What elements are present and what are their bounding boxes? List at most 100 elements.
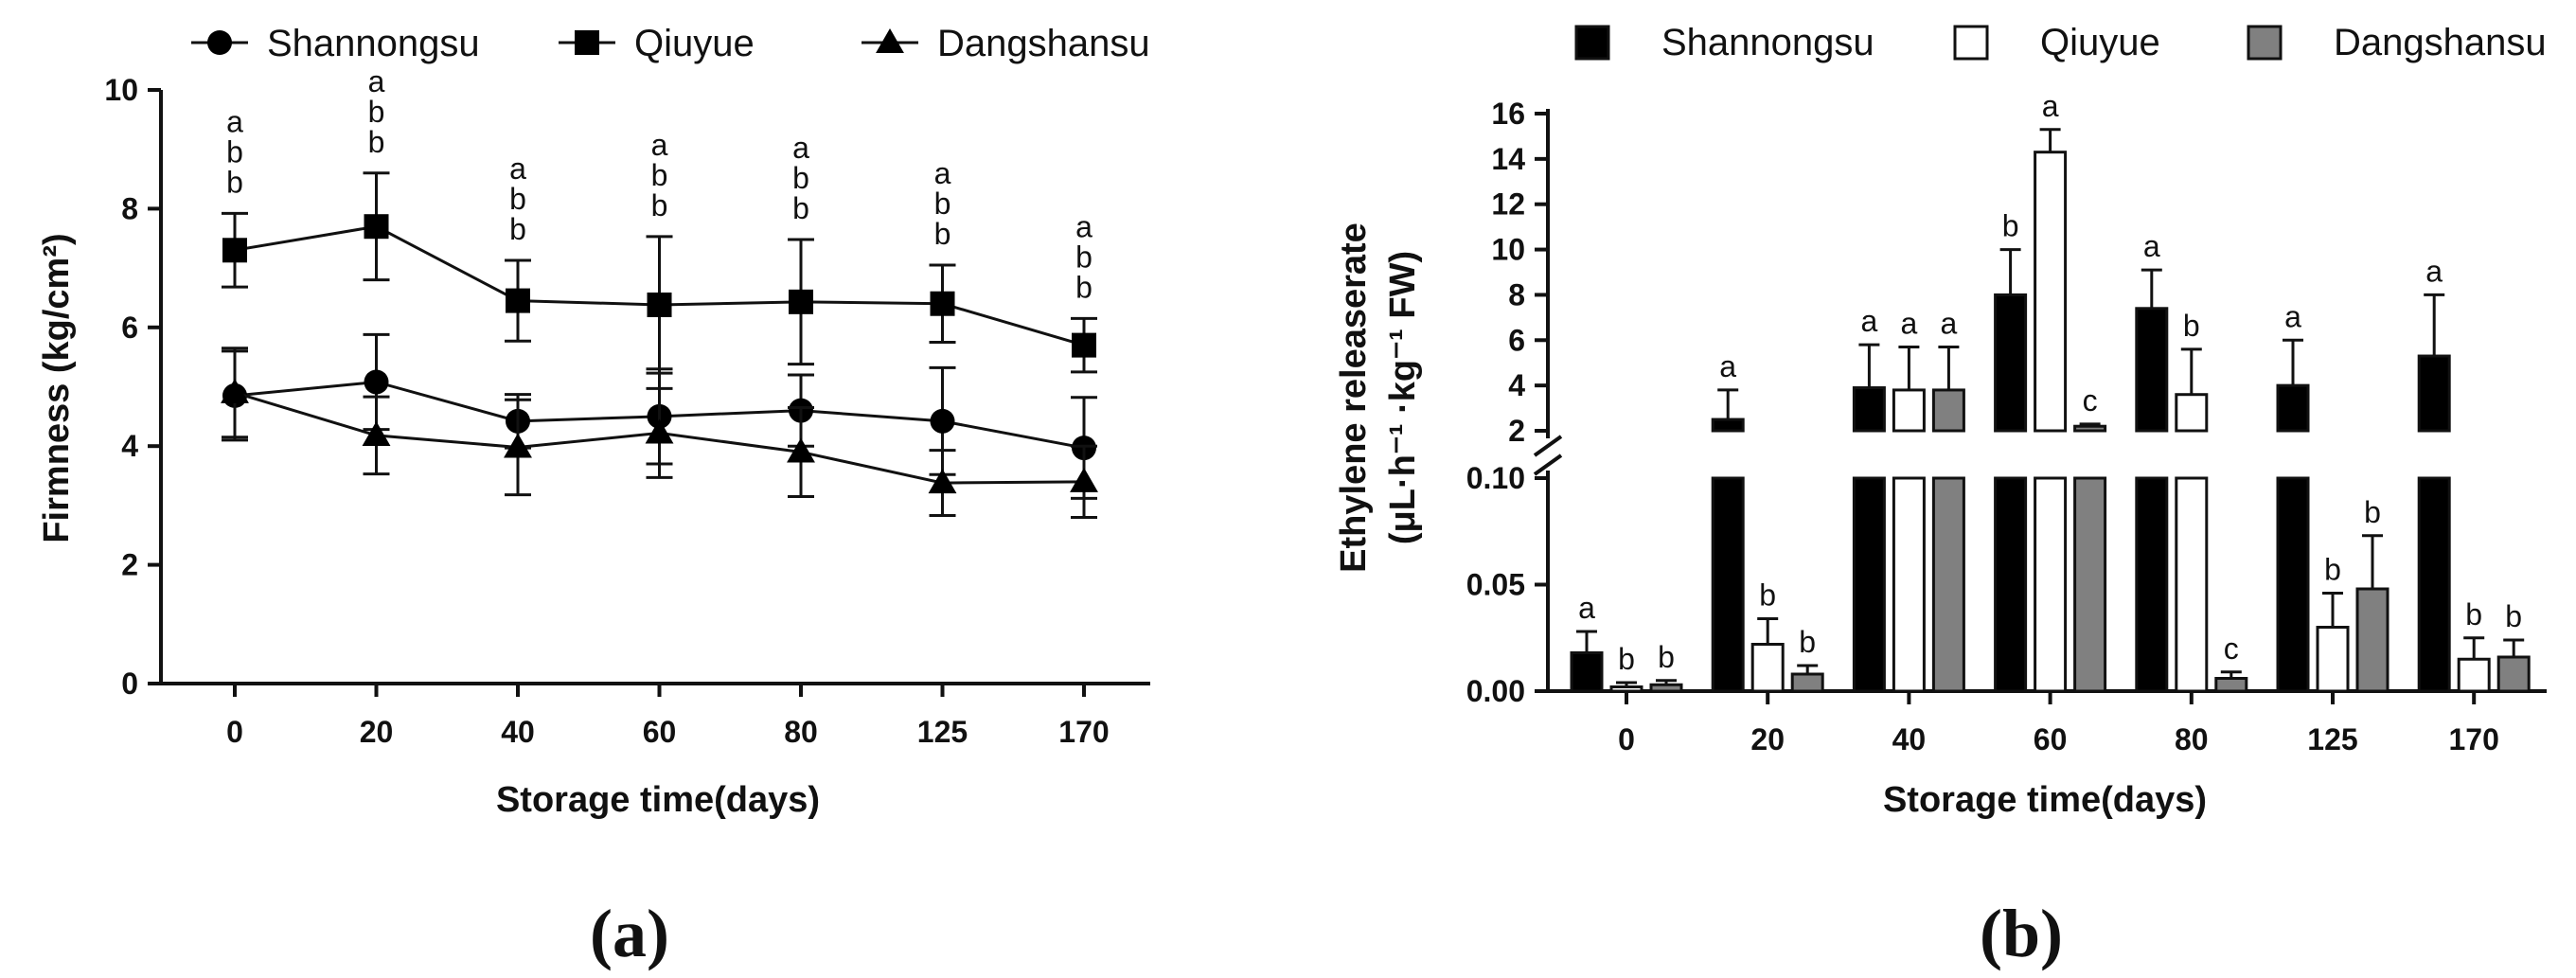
bar-shannongsu bbox=[1994, 293, 2028, 433]
significance-letter: a bbox=[1901, 306, 1918, 340]
significance-letter: b bbox=[1759, 578, 1776, 613]
y-tick-label: 14 bbox=[1491, 142, 1525, 176]
bar-dangshansu bbox=[1649, 683, 1683, 693]
significance-letter: a bbox=[934, 156, 951, 190]
data-point-dangshansu bbox=[1070, 467, 1098, 492]
bar-dangshansu bbox=[2496, 655, 2531, 693]
significance-letter: c bbox=[2224, 631, 2239, 666]
bar-dangshansu bbox=[2073, 424, 2107, 433]
data-point-dangshansu bbox=[504, 433, 532, 458]
significance-letter: b bbox=[651, 188, 668, 222]
significance-letter: a bbox=[2284, 299, 2301, 333]
bar-qiuyue bbox=[2034, 476, 2068, 693]
legend-label-dangshansu: Dangshansu bbox=[2334, 22, 2547, 63]
y-tick-label: 0.10 bbox=[1466, 461, 1525, 495]
data-point-qiuyue bbox=[647, 292, 672, 317]
y-axis-label-line2: (μL·h⁻¹ ·kg⁻¹ FW) bbox=[1383, 251, 1423, 544]
bar-shannongsu bbox=[2135, 476, 2169, 693]
x-tick-label: 40 bbox=[501, 715, 535, 749]
significance-letter: b bbox=[651, 158, 668, 192]
significance-letter: b bbox=[1075, 270, 1093, 304]
chart-ethylene: 2 4 6 8 10 12 14 16 0.00 0.05 0.10 0 20 40 60 80 125 170 S… bbox=[1334, 22, 2547, 971]
bar-qiuyue bbox=[2034, 151, 2068, 433]
bar-dangshansu bbox=[2073, 476, 2107, 693]
y-tick-label: 4 bbox=[121, 429, 138, 463]
x-axis-label: Storage time(days) bbox=[496, 780, 820, 820]
x-tick-label: 0 bbox=[1618, 722, 1635, 756]
significance-letter: a bbox=[1075, 209, 1093, 243]
x-tick-label: 80 bbox=[2175, 722, 2209, 756]
y-tick-label: 6 bbox=[121, 311, 138, 345]
x-axis-label: Storage time(days) bbox=[1883, 780, 2207, 820]
data-point-qiuyue bbox=[506, 288, 530, 313]
significance-letter: b bbox=[226, 134, 243, 169]
axis-break-mark bbox=[1533, 435, 1563, 457]
bar-qiuyue bbox=[2175, 393, 2209, 433]
x-tick-label: 170 bbox=[2449, 722, 2499, 756]
x-tick-label: 20 bbox=[360, 715, 394, 749]
y-tick-label: 2 bbox=[1508, 414, 1525, 448]
significance-letter: a bbox=[1719, 349, 1736, 383]
significance-letter: b bbox=[226, 165, 243, 199]
legend-marker-shannongsu bbox=[207, 30, 232, 55]
significance-letter: a bbox=[509, 151, 526, 186]
x-tick-label: 40 bbox=[1892, 722, 1927, 756]
bar-shannongsu bbox=[1852, 476, 1886, 693]
bar-qiuyue bbox=[1609, 685, 1643, 693]
data-point-qiuyue bbox=[222, 238, 247, 263]
y-tick-label: 6 bbox=[1508, 323, 1525, 357]
bar-qiuyue bbox=[2457, 657, 2491, 693]
data-point-shannongsu bbox=[930, 408, 955, 434]
significance-letter: b bbox=[792, 161, 809, 195]
legend-marker-qiuyue bbox=[575, 30, 599, 55]
y-tick-label: 16 bbox=[1491, 97, 1525, 131]
significance-letter: b bbox=[2364, 495, 2381, 529]
bar-shannongsu bbox=[2276, 383, 2310, 433]
y-tick-label: 8 bbox=[121, 191, 138, 225]
legend-swatch-qiuyue bbox=[1953, 25, 1989, 61]
bar-dangshansu bbox=[2355, 587, 2389, 693]
legend-label-shannongsu: Shannongsu bbox=[267, 23, 480, 64]
significance-letter: b bbox=[368, 95, 385, 129]
significance-letter: b bbox=[2324, 553, 2341, 587]
y-tick-label: 12 bbox=[1491, 187, 1525, 222]
legend-label-qiuyue: Qiuyue bbox=[2040, 22, 2160, 63]
data-point-dangshansu bbox=[928, 469, 957, 494]
significance-letter: b bbox=[2183, 309, 2200, 343]
y-tick-label: 0.05 bbox=[1466, 568, 1525, 602]
bar-qiuyue bbox=[2316, 626, 2350, 693]
significance-letter: b bbox=[934, 187, 951, 221]
bar-shannongsu bbox=[1711, 418, 1745, 433]
bar-qiuyue bbox=[1892, 476, 1926, 693]
bar-shannongsu bbox=[2417, 476, 2451, 693]
legend-label-qiuyue: Qiuyue bbox=[634, 23, 755, 64]
x-tick-label: 60 bbox=[643, 715, 677, 749]
significance-letter: b bbox=[1075, 240, 1093, 274]
data-point-dangshansu bbox=[221, 378, 249, 403]
bar-shannongsu bbox=[2276, 476, 2310, 693]
significance-letter: b bbox=[509, 212, 526, 246]
data-point-dangshansu bbox=[645, 418, 674, 444]
axis-break-mark bbox=[1533, 453, 1563, 476]
significance-letter: a bbox=[651, 128, 668, 162]
significance-letter: b bbox=[934, 217, 951, 251]
bar-dangshansu bbox=[1931, 388, 1965, 433]
significance-letter: c bbox=[2083, 383, 2098, 418]
bar-shannongsu bbox=[1994, 476, 2028, 693]
data-point-shannongsu bbox=[364, 369, 389, 395]
significance-letter: b bbox=[368, 125, 385, 159]
y-tick-label: 10 bbox=[104, 73, 138, 107]
significance-letter: a bbox=[2042, 89, 2059, 123]
y-tick-label: 2 bbox=[121, 548, 138, 582]
significance-letter: a bbox=[226, 104, 243, 138]
bar-shannongsu bbox=[1570, 651, 1604, 693]
legend-label-shannongsu: Shannongsu bbox=[1661, 22, 1874, 63]
data-point-qiuyue bbox=[364, 214, 389, 240]
significance-letter: b bbox=[2465, 597, 2482, 631]
y-axis-label: Firmness (kg/cm²) bbox=[37, 233, 77, 542]
x-tick-label: 20 bbox=[1750, 722, 1785, 756]
significance-letter: a bbox=[2425, 254, 2443, 288]
bar-shannongsu bbox=[1852, 386, 1886, 433]
y-tick-label: 10 bbox=[1491, 233, 1525, 267]
